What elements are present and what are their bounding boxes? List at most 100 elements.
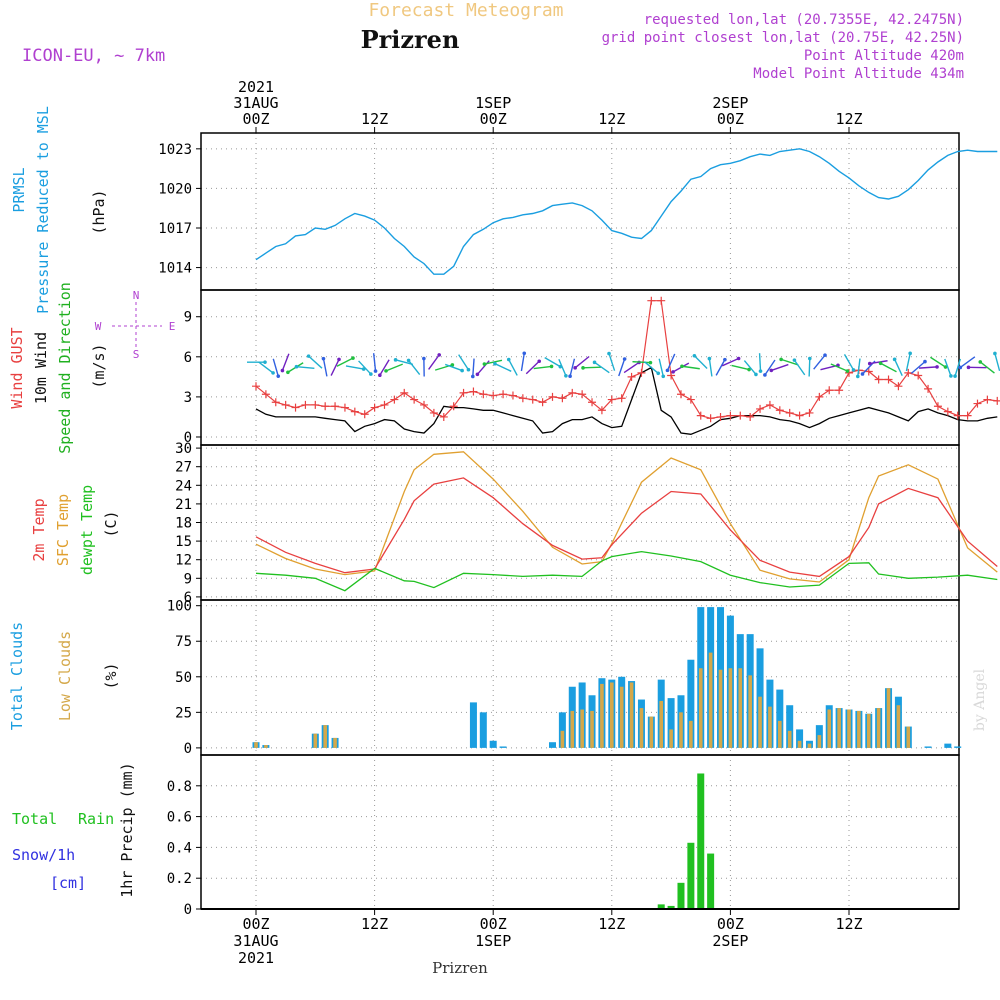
wind-arrow-head: [680, 364, 684, 369]
x-tick-label: 00Z: [242, 915, 269, 933]
prmsl-sublabel: Pressure Reduced to MSL: [34, 106, 52, 314]
gust-marker: [973, 399, 982, 408]
model-label: ICON-EU, ~ 7km: [22, 46, 165, 66]
wind-arrow: [428, 354, 440, 370]
wind-arrow: [758, 353, 762, 372]
wind-arrow-head: [943, 365, 948, 369]
y-tick-label: 9: [184, 310, 192, 326]
wind-arrow: [830, 363, 848, 372]
wind-arrow-head: [867, 361, 872, 366]
gust-marker: [528, 395, 537, 404]
low-clouds-label: Low Clouds: [56, 631, 74, 721]
wind-arrow: [533, 365, 552, 370]
gust-marker: [756, 404, 765, 413]
wind-arrow: [771, 363, 789, 372]
low-cloud-bar: [778, 720, 782, 748]
x-tick-label: 00Z: [717, 110, 744, 128]
wind-arrow: [494, 363, 512, 372]
wind-arrow-head: [656, 371, 661, 376]
low-cloud-bar: [827, 709, 832, 748]
y-tick-label: 0: [184, 741, 192, 757]
compass-rose: N W E S: [95, 289, 176, 361]
y-tick-label: 1014: [158, 261, 192, 277]
y-tick-label: 6: [184, 350, 192, 366]
wind-arrow: [869, 360, 888, 365]
temp2m-line: [255, 477, 998, 578]
gust-marker: [845, 368, 853, 377]
low-cloud-bar: [600, 683, 604, 748]
wind-arrow: [944, 358, 952, 377]
low-cloud-bar: [254, 742, 258, 748]
wind-arrow: [764, 359, 776, 376]
wind-arrow-head: [384, 369, 388, 373]
gust-marker: [271, 398, 280, 407]
low-cloud-bar: [837, 708, 841, 748]
prmsl-unit: (hPa): [90, 189, 108, 234]
wind-arrow-head: [769, 368, 774, 373]
wind-arrow: [408, 359, 421, 376]
wind-arrow: [693, 355, 708, 370]
low-cloud-bar: [847, 709, 851, 748]
y-tick-label: 75: [175, 634, 192, 650]
wind-arrow: [959, 356, 976, 369]
temp-labels: 2m Temp SFC Temp dewpt Temp (C): [30, 485, 120, 575]
gust-marker: [716, 412, 725, 421]
y-tick-label: 25: [175, 705, 192, 721]
gust-marker: [627, 372, 636, 381]
wind-arrow: [472, 358, 475, 377]
wind-arrow: [272, 358, 279, 377]
x-tick-label: 1SEP: [475, 932, 511, 950]
panel-temperature: 6 9 12 15 18 21 24 27 30: [175, 441, 960, 606]
wind-arrow-head: [351, 356, 355, 360]
wind-arrow-head: [471, 374, 475, 379]
wind-arrow: [880, 362, 897, 373]
total-cloud-bar: [944, 743, 952, 748]
wind-arrow: [372, 353, 377, 372]
y-tick-label: 3: [184, 390, 192, 406]
gust-marker: [449, 402, 458, 411]
wind-arrow: [322, 358, 328, 377]
x-tick-label: 12Z: [835, 110, 862, 128]
total-cloud-bar: [469, 702, 477, 748]
x-tick-label: 2021: [238, 78, 274, 96]
low-cloud-bar: [629, 682, 634, 748]
total-cloud-bar: [667, 698, 675, 748]
gust-marker: [429, 408, 438, 417]
gust-marker: [706, 414, 715, 423]
snow-label: Snow/1h: [12, 846, 75, 864]
total-label: Total: [12, 810, 57, 828]
gust-marker: [597, 406, 606, 415]
rain-bar: [667, 905, 675, 909]
gust-marker: [390, 395, 399, 404]
wind-arrow: [395, 359, 414, 366]
sfc-temp-label: SFC Temp: [54, 494, 72, 566]
wind-arrow: [618, 358, 626, 377]
model-altitude: Model Point Altitude 434m: [753, 66, 964, 82]
wind-arrow: [379, 359, 390, 376]
gust-marker: [439, 412, 448, 421]
gust-marker: [291, 403, 300, 412]
gust-marker: [420, 400, 429, 409]
y-tick-label: 12: [175, 553, 192, 569]
x-tick-label: 12Z: [598, 915, 625, 933]
total-cloud-bar: [549, 742, 556, 748]
y-tick-label: 100: [167, 599, 192, 615]
wind-arrow: [558, 358, 567, 377]
gust-marker: [607, 395, 616, 404]
gust-marker: [499, 390, 508, 399]
rain-bar: [707, 853, 715, 909]
wind-arrow: [857, 358, 861, 377]
low-cloud-bar: [797, 740, 802, 748]
wind-arrow: [385, 363, 403, 372]
wind-arrow: [358, 360, 372, 375]
gust-marker: [933, 402, 942, 411]
wind-arrow-head: [953, 374, 957, 378]
precip-unit: 1hr Precip (mm): [118, 762, 136, 897]
wind-arrow-head: [276, 374, 281, 378]
snow-unit-label: [cm]: [50, 874, 86, 892]
wind-arrow: [893, 359, 903, 376]
gust-marker: [835, 386, 844, 395]
total-cloud-bar: [479, 712, 487, 748]
